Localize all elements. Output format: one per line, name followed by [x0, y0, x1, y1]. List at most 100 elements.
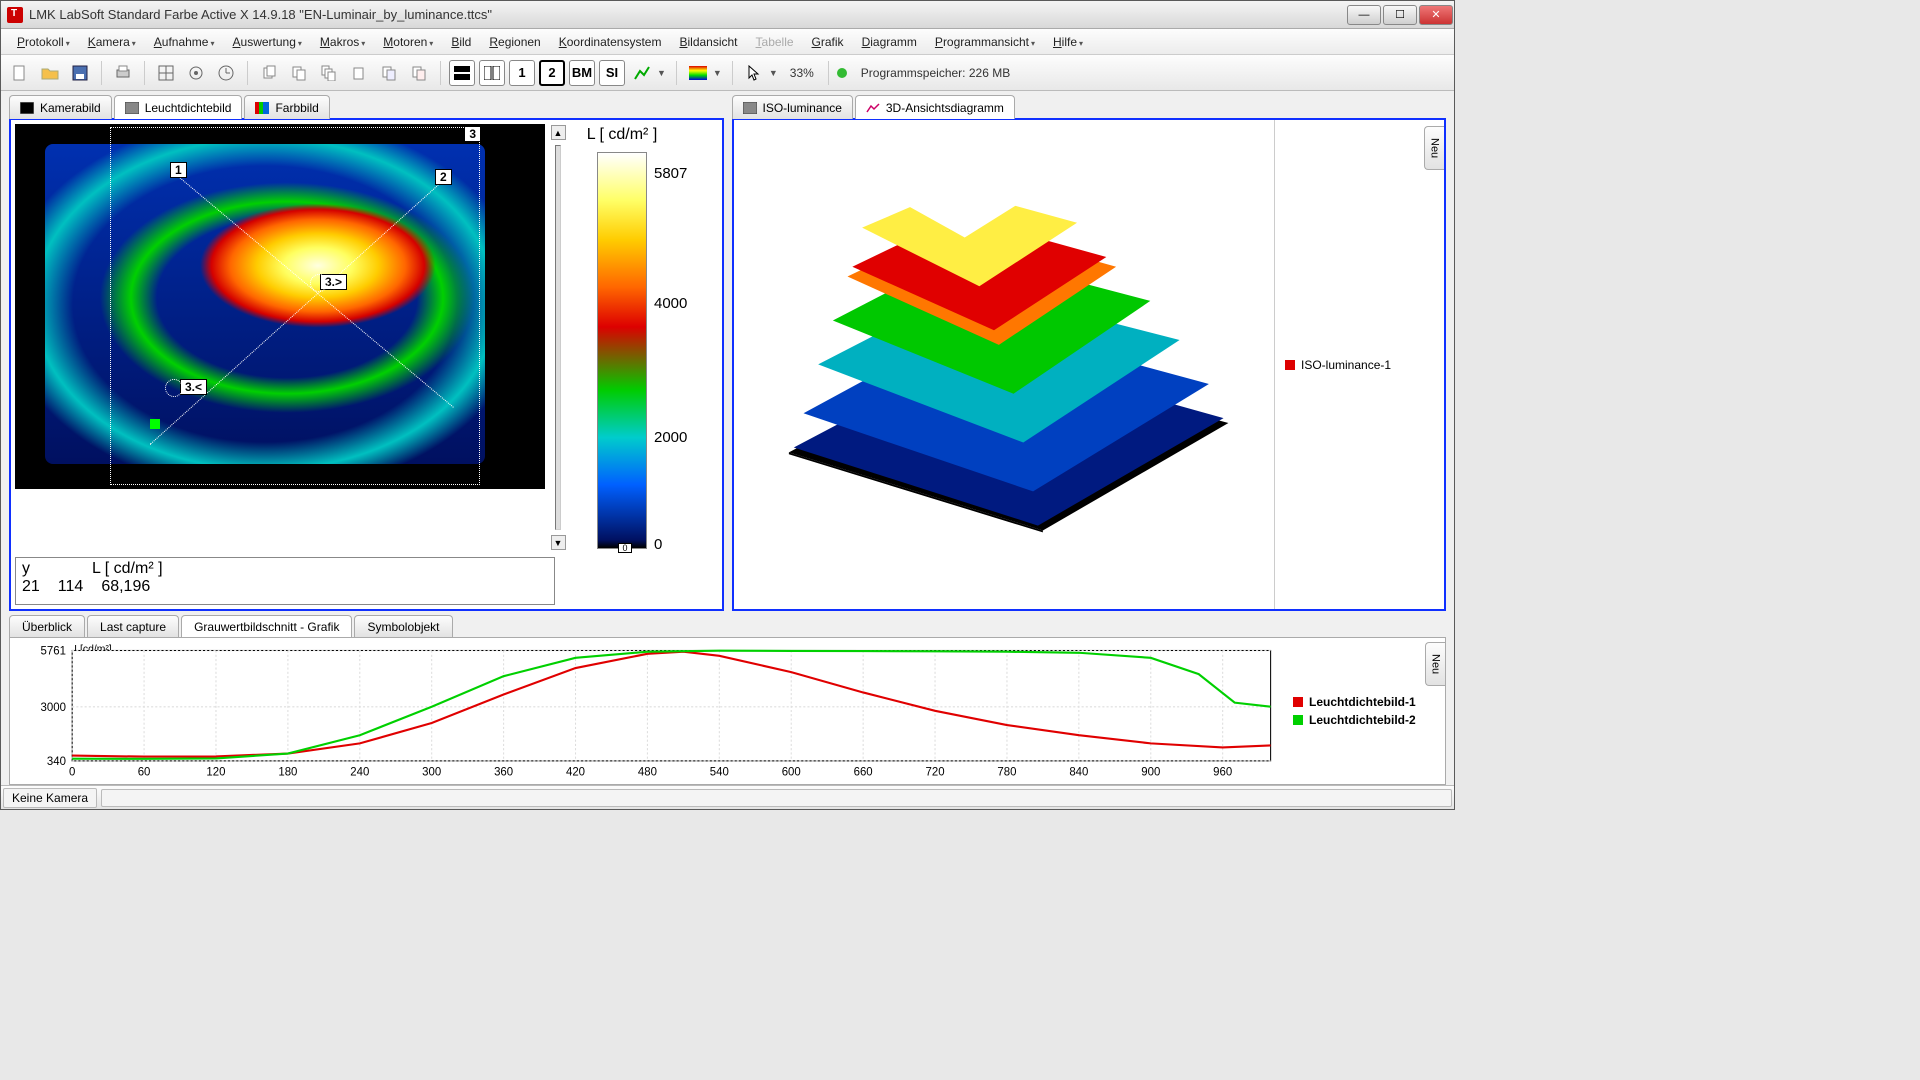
3d-series-name: ISO-luminance-1 — [1301, 358, 1391, 372]
copy3-icon[interactable] — [316, 60, 342, 86]
btab--berblick[interactable]: Überblick — [9, 615, 85, 637]
svg-text:480: 480 — [638, 767, 657, 779]
info-L-value: 68,196 — [101, 578, 150, 596]
svg-text:660: 660 — [854, 767, 873, 779]
vscroll: ▲ ▼ — [549, 120, 567, 555]
dropdown-icon[interactable]: ▼ — [657, 68, 666, 78]
3d-view-panel: ISO-luminance-1 Neu — [732, 118, 1447, 611]
svg-text:540: 540 — [710, 767, 729, 779]
copy4-icon[interactable] — [346, 60, 372, 86]
maximize-button[interactable]: ☐ — [1383, 5, 1417, 25]
scroll-track[interactable] — [555, 145, 561, 530]
tab-kamerabild[interactable]: Kamerabild — [9, 95, 112, 119]
tab-leuchtdichtebild[interactable]: Leuchtdichtebild — [114, 95, 243, 119]
copy5-icon[interactable] — [376, 60, 402, 86]
print-icon[interactable] — [110, 60, 136, 86]
svg-text:240: 240 — [350, 767, 369, 779]
marker-label[interactable]: 1 — [170, 162, 187, 178]
menu-regionen[interactable]: Regionen — [481, 31, 548, 53]
menu-kamera[interactable]: Kamera▾ — [80, 31, 144, 53]
marker-label[interactable]: 3.< — [180, 379, 207, 395]
tab-3d-ansichtsdiagramm[interactable]: 3D-Ansichtsdiagramm — [855, 95, 1015, 119]
svg-text:720: 720 — [926, 767, 945, 779]
menubar: Protokoll▾Kamera▾Aufnahme▾Auswertung▾Mak… — [1, 29, 1454, 55]
dropdown-icon[interactable]: ▼ — [713, 68, 722, 78]
close-button[interactable]: ✕ — [1419, 5, 1453, 25]
copy2-icon[interactable] — [286, 60, 312, 86]
legend-title: L [ cd/m² ] — [587, 126, 658, 144]
new-file-icon[interactable] — [7, 60, 33, 86]
left-panel-wrap: KamerabildLeuchtdichtebildFarbbild 3 1 2 3… — [9, 95, 724, 611]
pointer-icon[interactable] — [741, 60, 767, 86]
status-ok-icon — [837, 68, 847, 78]
tab-farbbild[interactable]: Farbbild — [244, 95, 329, 119]
content-area: KamerabildLeuchtdichtebildFarbbild 3 1 2 3… — [1, 91, 1454, 785]
menu-diagramm[interactable]: Diagramm — [854, 31, 925, 53]
legend-swatch-icon — [1293, 697, 1303, 707]
legend-colorbar: 58074000200000 — [597, 152, 647, 549]
btab-last-capture[interactable]: Last capture — [87, 615, 179, 637]
luminance-legend: L [ cd/m² ] 58074000200000 — [567, 120, 677, 555]
svg-text:420: 420 — [566, 767, 585, 779]
menu-koordinatensystem[interactable]: Koordinatensystem — [551, 31, 670, 53]
open-file-icon[interactable] — [37, 60, 63, 86]
menu-bildansicht[interactable]: Bildansicht — [671, 31, 745, 53]
svg-text:180: 180 — [278, 767, 297, 779]
legend-swatch-icon — [1293, 715, 1303, 725]
view-1-button[interactable]: 1 — [509, 60, 535, 86]
luminance-image[interactable]: 3 123.>3.< — [15, 124, 545, 489]
bottom-area: ÜberblickLast captureGrauwertbildschnitt… — [9, 615, 1446, 785]
grid1-icon[interactable] — [153, 60, 179, 86]
palette-icon[interactable] — [685, 60, 711, 86]
tab-iso-luminance[interactable]: ISO-luminance — [732, 95, 853, 119]
target-icon[interactable] — [183, 60, 209, 86]
marker-label[interactable]: 2 — [435, 169, 452, 185]
svg-text:5761: 5761 — [41, 646, 66, 658]
si-button[interactable]: SI — [599, 60, 625, 86]
btab-symbolobjekt[interactable]: Symbolobjekt — [354, 615, 452, 637]
left-tabstrip: KamerabildLeuchtdichtebildFarbbild — [9, 95, 724, 119]
menu-aufnahme[interactable]: Aufnahme▾ — [146, 31, 223, 53]
profile-chart[interactable]: L[cd/m²]06012018024030036042048054060066… — [10, 638, 1285, 784]
menu-makros[interactable]: Makros▾ — [312, 31, 373, 53]
menu-protokoll[interactable]: Protokoll▾ — [9, 31, 78, 53]
legend-tick: 5807 — [654, 165, 687, 182]
scroll-up-icon[interactable]: ▲ — [551, 125, 566, 140]
split-h-icon[interactable] — [449, 60, 475, 86]
minimize-button[interactable]: — — [1347, 5, 1381, 25]
legend-swatch-icon — [1285, 360, 1295, 370]
menu-bild[interactable]: Bild — [443, 31, 479, 53]
view-2-button[interactable]: 2 — [539, 60, 565, 86]
dropdown-icon[interactable]: ▼ — [769, 68, 778, 78]
color-tab-icon — [255, 102, 269, 114]
neu-tab-right[interactable]: Neu — [1424, 126, 1444, 170]
3d-surface-area[interactable] — [734, 120, 1275, 609]
neu-tab-bottom[interactable]: Neu — [1425, 642, 1445, 686]
zoom-value[interactable]: 33% — [784, 66, 820, 80]
menu-grafik[interactable]: Grafik — [804, 31, 852, 53]
selection-box[interactable]: 3 — [110, 127, 480, 485]
titlebar: LMK LabSoft Standard Farbe Active X 14.9… — [1, 1, 1454, 29]
bm-button[interactable]: BM — [569, 60, 595, 86]
legend-row: Leuchtdichtebild-1 — [1293, 695, 1445, 709]
chart-line-icon[interactable] — [629, 60, 655, 86]
btab-grauwertbildschnitt-grafik[interactable]: Grauwertbildschnitt - Grafik — [181, 615, 352, 637]
menu-motoren[interactable]: Motoren▾ — [375, 31, 441, 53]
scroll-down-icon[interactable]: ▼ — [551, 535, 566, 550]
svg-text:840: 840 — [1069, 767, 1088, 779]
bottom-tabstrip: ÜberblickLast captureGrauwertbildschnitt… — [9, 615, 1446, 637]
copy1-icon[interactable] — [256, 60, 282, 86]
svg-text:60: 60 — [138, 767, 151, 779]
menu-auswertung[interactable]: Auswertung▾ — [225, 31, 310, 53]
svg-text:0: 0 — [69, 767, 75, 779]
menu-hilfe[interactable]: Hilfe▾ — [1045, 31, 1091, 53]
menu-tabelle: Tabelle — [748, 31, 802, 53]
menu-programmansicht[interactable]: Programmansicht▾ — [927, 31, 1043, 53]
svg-text:340: 340 — [47, 756, 66, 768]
clock-icon[interactable] — [213, 60, 239, 86]
split-v-icon[interactable] — [479, 60, 505, 86]
info-y-value: 114 — [58, 578, 84, 596]
save-icon[interactable] — [67, 60, 93, 86]
copy6-icon[interactable] — [406, 60, 432, 86]
info-col-L: L [ cd/m² ] — [92, 560, 163, 578]
